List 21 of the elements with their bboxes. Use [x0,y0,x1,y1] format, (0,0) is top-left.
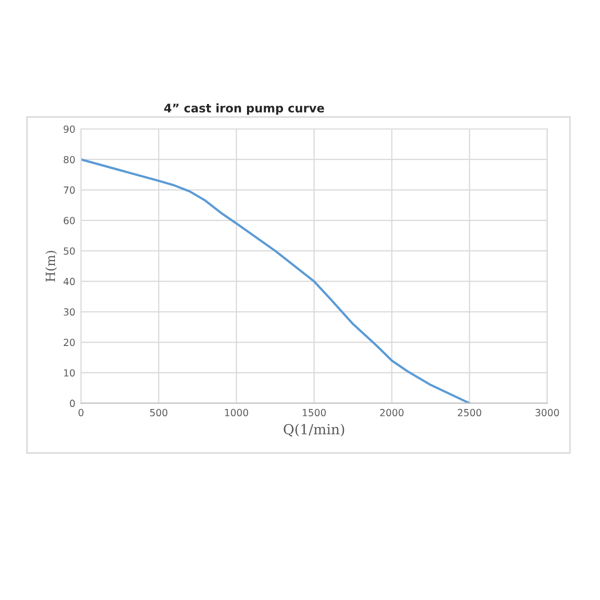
x-tick-label: 500 [150,408,168,416]
y-tick-label: 0 [70,400,75,408]
y-axis-title: H(m) [45,250,57,282]
y-tick-label: 70 [64,186,75,194]
y-tick-label: 80 [64,156,75,164]
chart-title: 4” cast iron pump curve [164,103,324,115]
x-tick-label: 2000 [380,408,404,416]
x-tick-label: 2500 [458,408,482,416]
x-tick-label: 0 [78,408,84,416]
y-tick-label: 30 [64,308,75,316]
y-tick-label: 40 [64,278,75,286]
y-tick-label: 50 [64,247,75,255]
x-tick-label: 1000 [225,408,248,416]
line-series [81,158,471,404]
y-tick-label: 60 [64,216,75,224]
y-tick-label: 20 [64,338,75,346]
x-axis-title: Q(1/min) [284,424,344,436]
x-tick-label: 3000 [536,408,559,416]
y-tick-label: 90 [64,125,75,133]
y-tick-label: 10 [64,369,75,377]
x-tick-label: 1500 [302,408,326,416]
